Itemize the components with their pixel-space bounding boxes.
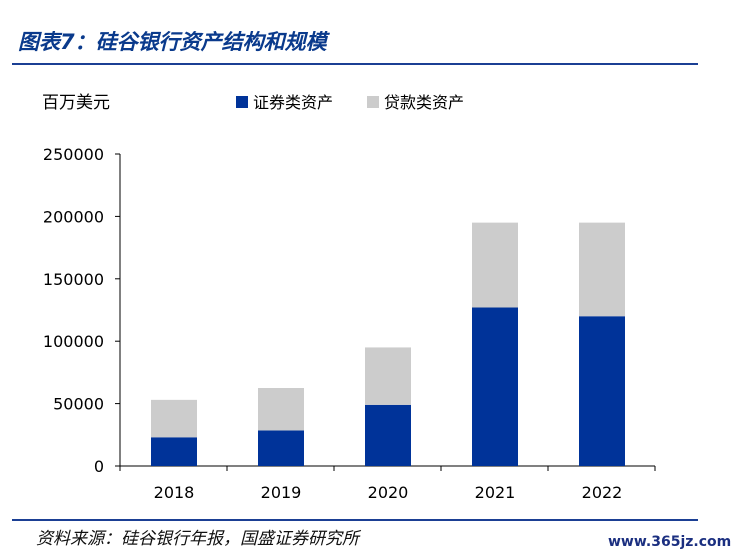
y-tick-label: 200000 xyxy=(43,207,104,226)
x-tick-label: 2022 xyxy=(582,483,623,502)
y-tick-label: 150000 xyxy=(43,270,104,289)
legend-label-0: 证券类资产 xyxy=(253,93,333,112)
source-note: 资料来源：硅谷银行年报，国盛证券研究所 xyxy=(36,529,359,549)
bar-loans-2019 xyxy=(258,388,304,431)
title-rule xyxy=(12,63,698,65)
source-rule xyxy=(12,519,698,521)
x-axis: 2018 2019 2020 2021 2022 xyxy=(119,465,656,502)
x-tick-label: 2018 xyxy=(154,483,195,502)
legend-swatch-0 xyxy=(236,96,248,108)
y-tick-label: 50000 xyxy=(53,395,104,414)
bar-securities-2019 xyxy=(258,430,304,466)
x-tick-label: 2021 xyxy=(475,483,516,502)
legend: 证券类资产 贷款类资产 xyxy=(236,93,464,112)
y-tick-label: 0 xyxy=(94,457,104,476)
watermark: www.365jz.com xyxy=(608,534,732,550)
bars xyxy=(151,222,625,466)
legend-swatch-1 xyxy=(367,96,379,108)
x-tick-label: 2019 xyxy=(261,483,302,502)
legend-label-1: 贷款类资产 xyxy=(384,93,464,112)
y-tick-label: 250000 xyxy=(43,145,104,164)
bar-loans-2021 xyxy=(472,222,518,308)
figure-title: 图表7：硅谷银行资产结构和规模 xyxy=(18,30,327,54)
bar-loans-2018 xyxy=(151,399,197,438)
bar-securities-2020 xyxy=(365,404,411,466)
bar-securities-2021 xyxy=(472,307,518,466)
x-tick-label: 2020 xyxy=(368,483,409,502)
bar-loans-2020 xyxy=(365,347,411,405)
y-unit-label: 百万美元 xyxy=(42,93,110,113)
bar-securities-2022 xyxy=(579,316,625,466)
bar-securities-2018 xyxy=(151,437,197,466)
y-tick-label: 100000 xyxy=(43,332,104,351)
bar-loans-2022 xyxy=(579,222,625,317)
y-axis: 0 50000 100000 150000 200000 250000 xyxy=(43,145,121,476)
